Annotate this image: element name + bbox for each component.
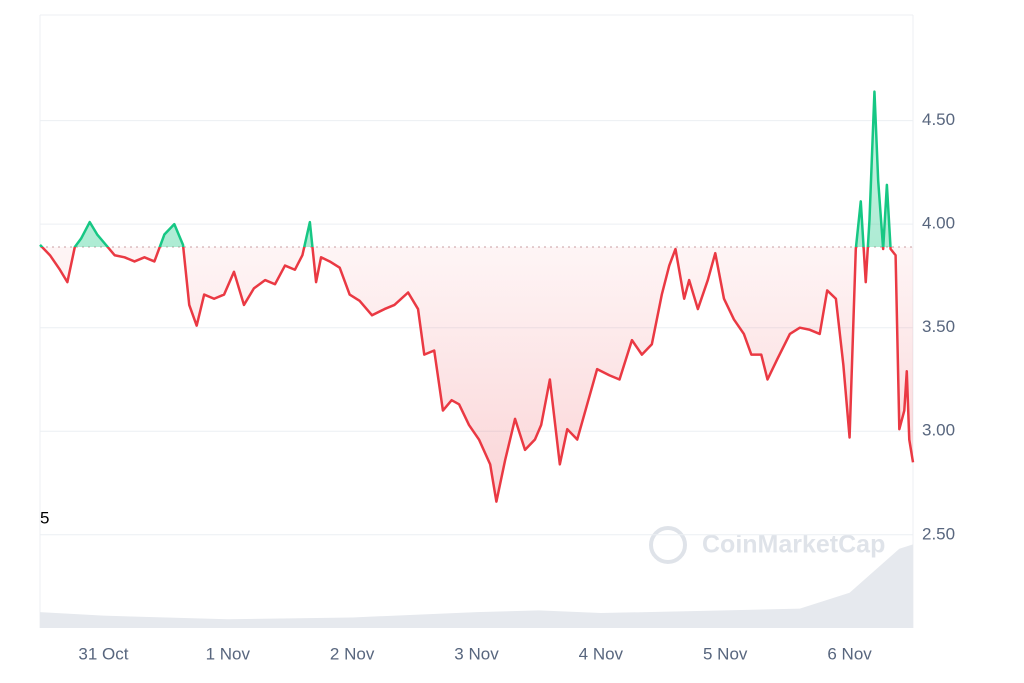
area-fill: [40, 91, 913, 502]
x-tick-label: 2 Nov: [330, 644, 375, 663]
watermark-logo: [649, 526, 687, 564]
x-tick-label: 5 Nov: [703, 644, 748, 663]
y-tick-label: 3.50: [922, 317, 955, 336]
y-tick-label: 4.00: [922, 214, 955, 233]
y-tick-label: 4.50: [922, 110, 955, 129]
x-tick-label: 1 Nov: [206, 644, 251, 663]
x-tick-label: 3 Nov: [454, 644, 499, 663]
x-tick-label: 4 Nov: [579, 644, 624, 663]
volume-area: [40, 544, 913, 628]
x-tick-label: 31 Oct: [78, 644, 128, 663]
price-line: [39, 90, 915, 503]
watermark: CoinMarketCap: [649, 526, 885, 564]
y-tick-label: 3.00: [922, 421, 955, 440]
x-tick-label: 6 Nov: [827, 644, 872, 663]
annotation: 5: [40, 508, 49, 527]
y-tick-label: 2.50: [922, 524, 955, 543]
